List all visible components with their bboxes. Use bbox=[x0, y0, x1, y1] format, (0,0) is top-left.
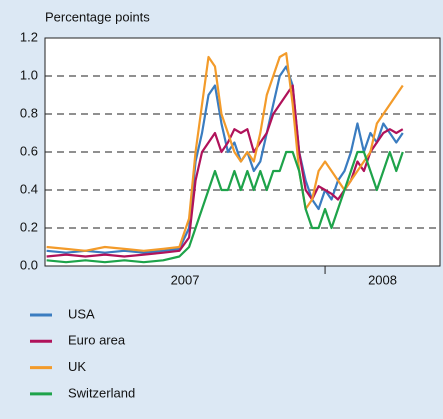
x-tick-label: 2007 bbox=[171, 272, 200, 287]
y-tick-label: 1.0 bbox=[20, 67, 38, 82]
series-line bbox=[46, 84, 404, 258]
y-tick-label: 0.6 bbox=[20, 143, 38, 158]
y-tick-label: 0.0 bbox=[20, 257, 38, 272]
x-tick-label: 2008 bbox=[368, 272, 397, 287]
series-line bbox=[46, 65, 404, 254]
y-tick-label: 0.8 bbox=[20, 105, 38, 120]
chart-title: Percentage points bbox=[45, 9, 150, 24]
y-tick-label: 1.2 bbox=[20, 29, 38, 44]
y-tick-label: 0.4 bbox=[20, 181, 38, 196]
series-line bbox=[46, 52, 404, 252]
legend-label: UK bbox=[68, 359, 86, 374]
series-line bbox=[46, 150, 404, 264]
legend-label: Euro area bbox=[68, 333, 126, 348]
legend-label: USA bbox=[68, 306, 95, 321]
plot-frame bbox=[44, 37, 441, 267]
y-tick-label: 0.2 bbox=[20, 219, 38, 234]
legend-label: Switzerland bbox=[68, 385, 135, 400]
